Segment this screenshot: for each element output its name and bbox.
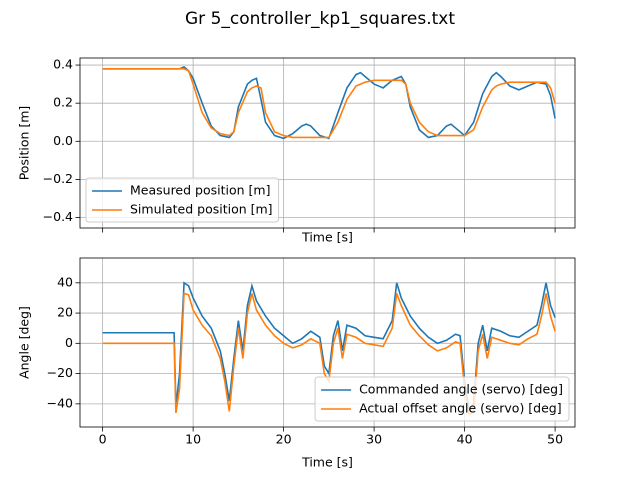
x-tick-label: 30 (366, 432, 382, 447)
data-line (102, 68, 556, 139)
x-axis-label: Time [s] (301, 455, 353, 470)
x-tick-label: 20 (276, 432, 292, 447)
y-tick-label: −20 (47, 365, 73, 380)
legend-frame (85, 177, 280, 223)
x-tick-label: 0 (99, 432, 107, 447)
data-line (102, 292, 556, 416)
legend-label: Actual offset angle (servo) [deg] (359, 401, 562, 416)
legend: Commanded angle (servo) [deg] Actual offs… (314, 376, 570, 422)
y-tick-label: 40 (57, 274, 73, 289)
y-tick-label: 20 (57, 305, 73, 320)
y-tick-label: −0.4 (43, 209, 73, 224)
y-tick-label: −0.2 (43, 171, 73, 186)
y-tick-label: 0.4 (53, 57, 73, 72)
legend-label: Measured position [m] (130, 183, 270, 198)
y-tick-label: 0 (65, 335, 73, 350)
y-tick-label: 0.2 (53, 95, 73, 110)
axes-frame (79, 57, 576, 229)
axes-frame (79, 257, 576, 428)
y-tick-label: 0.0 (53, 133, 73, 148)
figure-title: Gr 5_controller_kp1_squares.txt (185, 9, 455, 29)
y-tick-label: −40 (47, 395, 73, 410)
x-tick-label: 40 (457, 432, 473, 447)
data-line (102, 281, 556, 414)
x-tick-label: 10 (185, 432, 201, 447)
data-line (102, 66, 556, 140)
x-tick-label: 50 (547, 432, 563, 447)
legend-label: Simulated position [m] (130, 202, 273, 217)
x-axis-label: Time [s] (301, 230, 353, 245)
legend-label: Commanded angle (servo) [deg] (359, 382, 563, 397)
legend: Measured position [m] Simulated position … (85, 177, 280, 223)
y-axis-label: Position [m] (17, 106, 32, 181)
legend-frame (314, 376, 570, 422)
y-axis-label: Angle [deg] (17, 306, 32, 379)
